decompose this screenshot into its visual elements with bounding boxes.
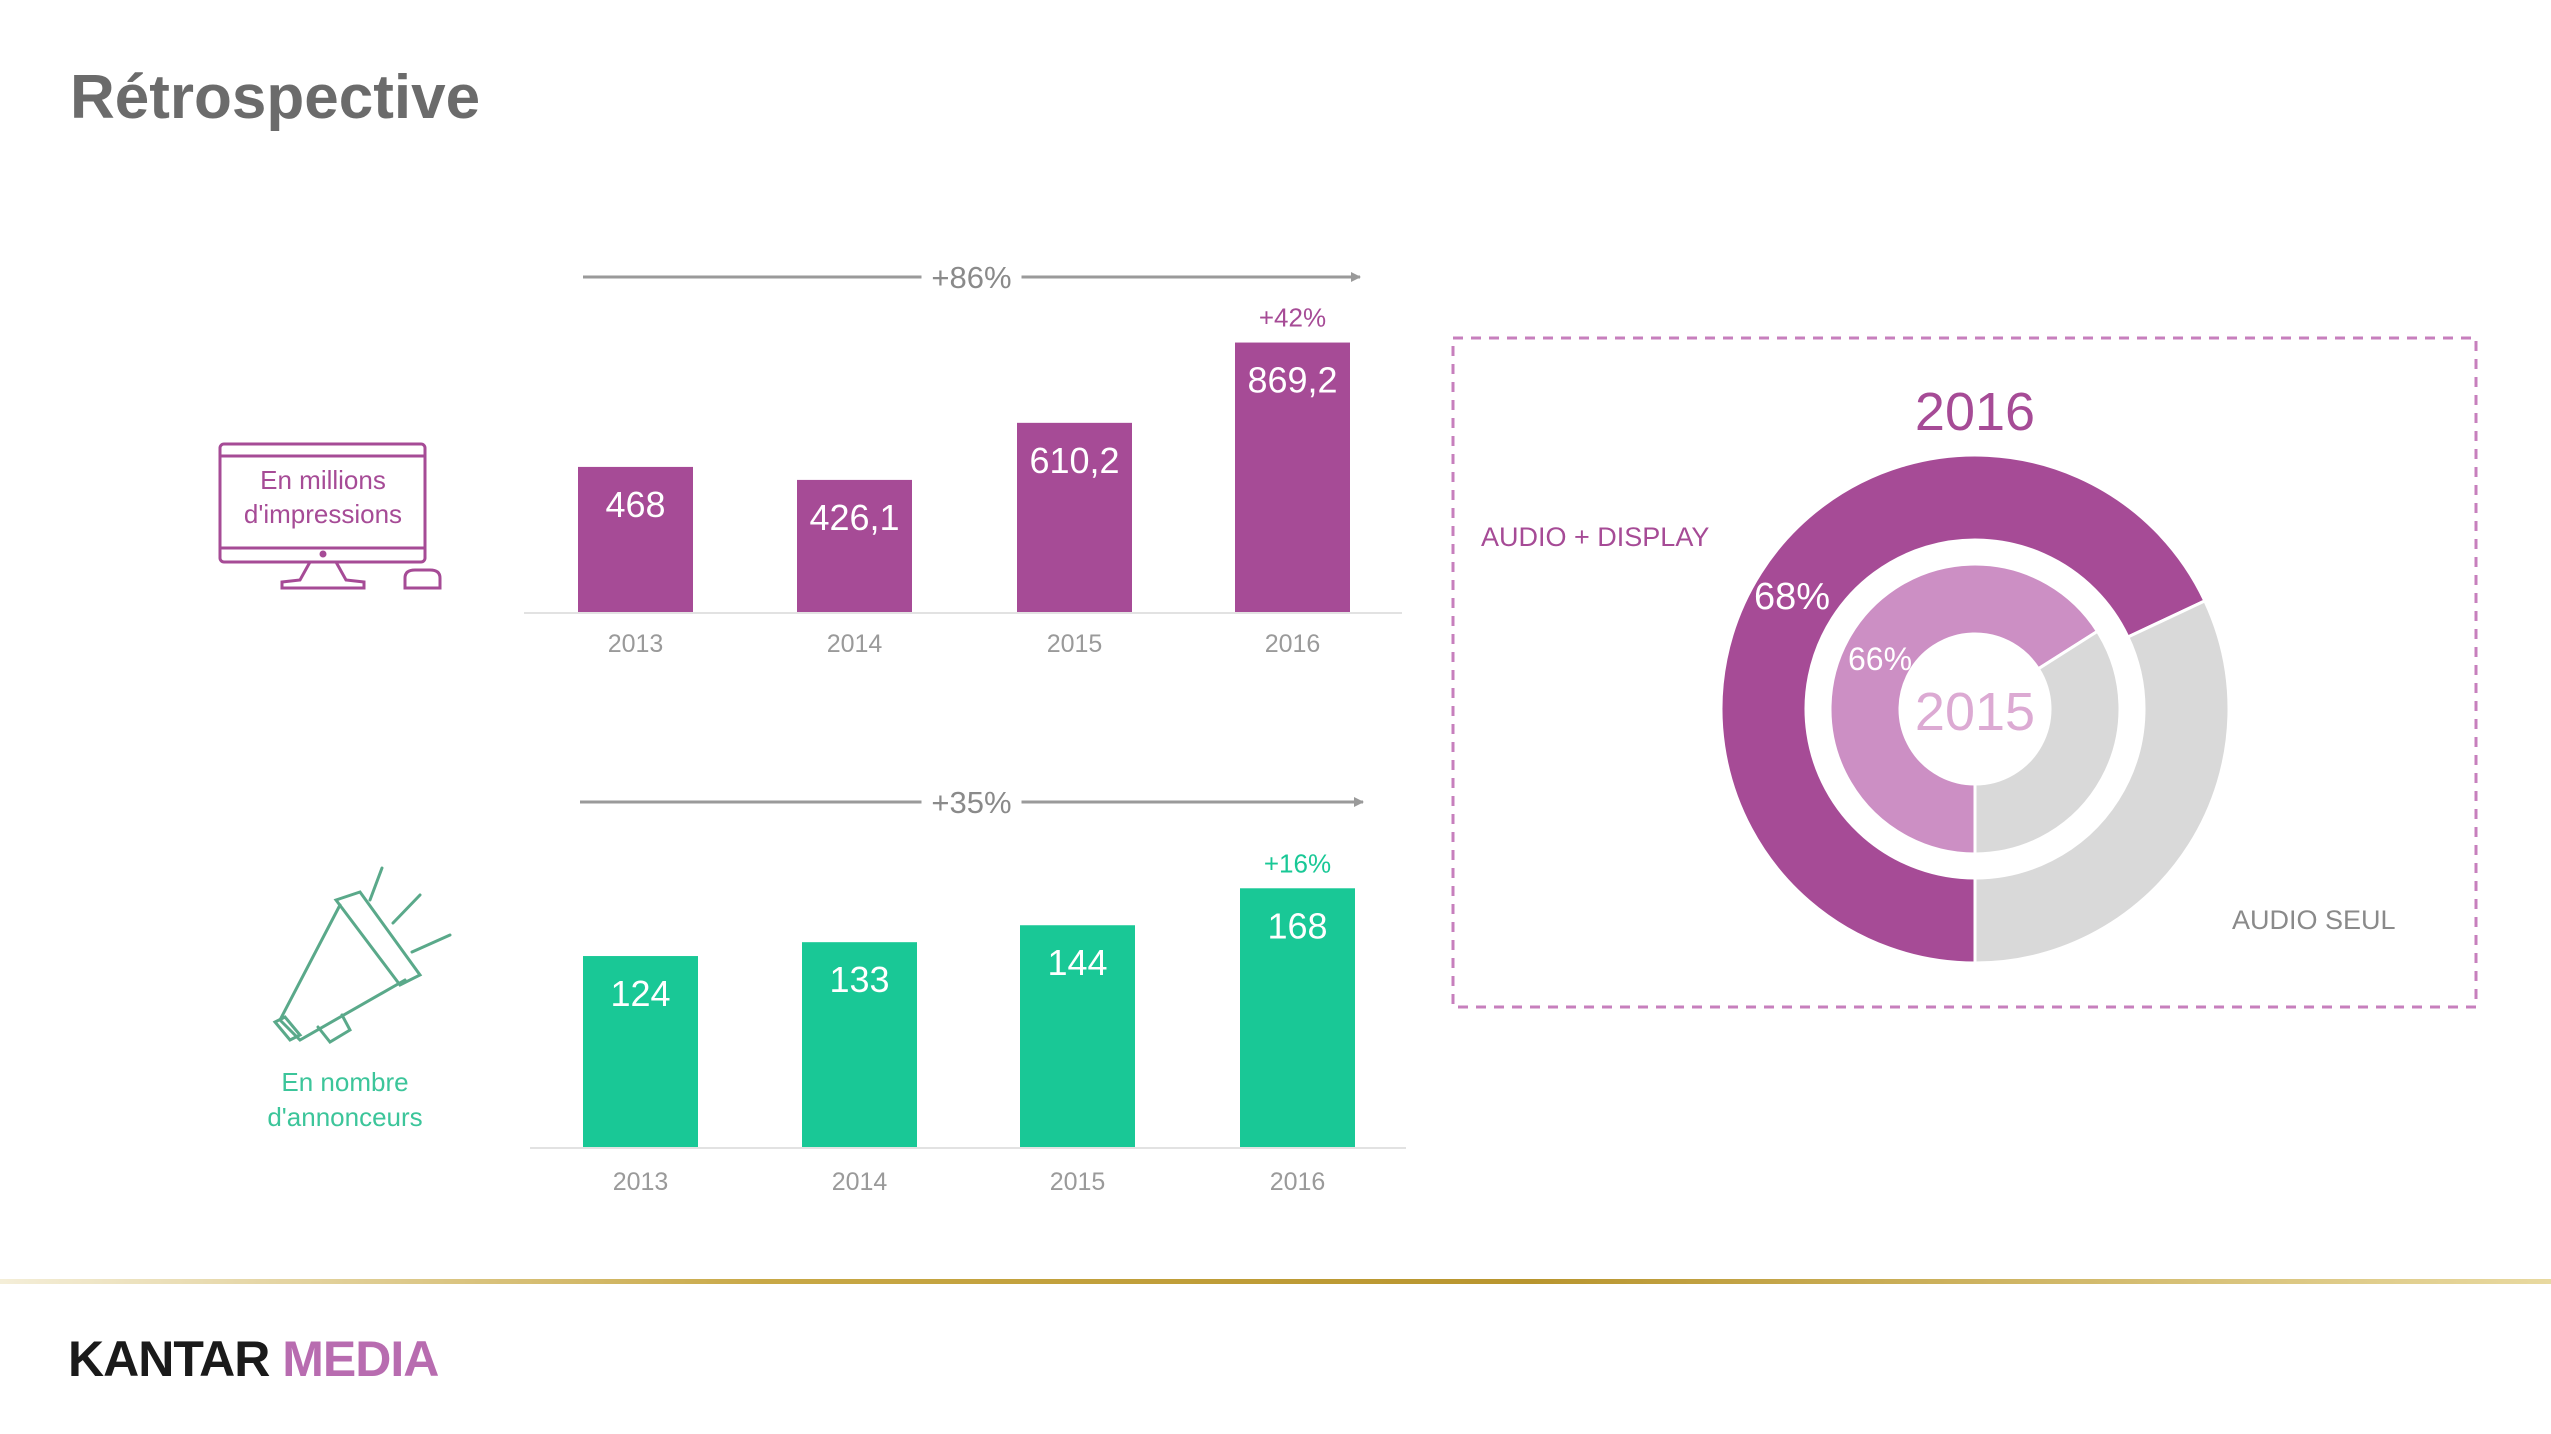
bar-2014: [802, 942, 917, 1147]
bar-2014: [797, 479, 912, 612]
bar-chart-advertisers: +35% 124 2013 133 2014 144 2015 168 2016 +16%: [530, 785, 1406, 1196]
bar-value-label: 869,2: [1247, 360, 1337, 401]
bar-chart-impressions: +86% 468 2013 426,1 2014 610,2 2015 869,2 2016 +4…: [524, 260, 1402, 658]
x-tick-label: 2015: [1050, 1168, 1106, 1196]
growth-total-label: +35%: [931, 785, 1011, 820]
logo-kantar: KANTAR: [68, 1331, 270, 1387]
sound-line: [410, 933, 452, 954]
unit-label: En millions: [260, 465, 386, 495]
unit-label: d'impressions: [244, 499, 402, 529]
megaphone-handle: [316, 1013, 352, 1044]
bar-value-label: 468: [605, 484, 665, 525]
bar-value-label: 124: [610, 973, 670, 1014]
bar-2015: [1017, 422, 1132, 612]
mouse: [403, 568, 442, 590]
bar-2013: [583, 956, 698, 1147]
x-tick-label: 2014: [832, 1168, 888, 1196]
bar-value-label: 610,2: [1029, 440, 1119, 481]
bar-value-label: 426,1: [809, 497, 899, 538]
x-tick-label: 2014: [827, 630, 883, 658]
bar-value-label: 144: [1047, 942, 1107, 983]
donut-slice-2015-audio-display: [1828, 562, 2100, 856]
x-tick-label: 2015: [1047, 630, 1103, 658]
bar-2013: [578, 466, 693, 612]
bar-value-label: 168: [1267, 905, 1327, 946]
bar-2015: [1020, 925, 1135, 1147]
x-tick-label: 2013: [608, 630, 664, 658]
unit-label: En nombre: [281, 1067, 408, 1097]
bar-value-label: 133: [829, 959, 889, 1000]
legend-audio-display: AUDIO + DISPLAY: [1481, 522, 1709, 552]
page-title: Rétrospective: [70, 63, 481, 132]
bar-2016: [1240, 888, 1355, 1147]
sound-line: [368, 866, 384, 902]
logo-media: MEDIA: [282, 1331, 439, 1387]
megaphone-cone: [278, 903, 407, 1042]
unit-label: d'annonceurs: [267, 1102, 422, 1132]
legend-audio-seul: AUDIO SEUL: [2232, 905, 2396, 935]
x-tick-label: 2013: [613, 1168, 669, 1196]
monitor-screen: [218, 442, 427, 564]
growth-last-label: +16%: [1264, 848, 1331, 878]
donut-slice-2015-audio-seul: [1973, 629, 2122, 856]
donut-slice-2016-audio-seul: [1973, 598, 2231, 965]
donut-title: 2016: [1915, 382, 2035, 442]
power-dot: [319, 550, 327, 558]
megaphone-mouth: [272, 1015, 303, 1042]
donut-slice-2016-audio-display: [1719, 453, 2207, 965]
computer-monitor-icon: [218, 442, 442, 590]
monitor-stand: [280, 561, 366, 590]
ring-label-2015: 66%: [1848, 641, 1912, 677]
donut-frame: [1451, 336, 2478, 1009]
x-tick-label: 2016: [1270, 1168, 1326, 1196]
sound-line: [391, 893, 422, 925]
ring-label-2016: 68%: [1754, 576, 1830, 618]
footer-divider: [0, 1279, 2551, 1284]
megaphone-icon: [272, 866, 452, 1044]
kantar-media-logo: KANTAR MEDIA: [68, 1330, 439, 1388]
x-tick-label: 2016: [1265, 630, 1321, 658]
donut-center-label: 2015: [1915, 682, 2035, 742]
megaphone-rim: [333, 890, 423, 987]
growth-total-label: +86%: [931, 260, 1011, 295]
growth-last-label: +42%: [1259, 303, 1326, 333]
bar-2016: [1235, 342, 1350, 612]
